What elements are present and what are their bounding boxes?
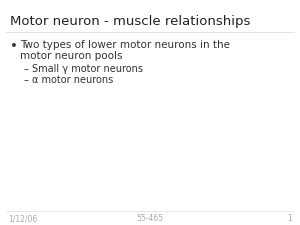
Text: Two types of lower motor neurons in the: Two types of lower motor neurons in the — [20, 40, 230, 50]
Text: – Small γ motor neurons: – Small γ motor neurons — [24, 64, 143, 74]
Text: Motor neuron - muscle relationships: Motor neuron - muscle relationships — [10, 15, 250, 28]
Text: 1: 1 — [287, 214, 292, 223]
Text: motor neuron pools: motor neuron pools — [20, 51, 122, 61]
Text: – α motor neurons: – α motor neurons — [24, 75, 113, 85]
Text: 55-465: 55-465 — [136, 214, 164, 223]
Text: 1/12/06: 1/12/06 — [8, 214, 37, 223]
Text: •: • — [10, 40, 18, 53]
